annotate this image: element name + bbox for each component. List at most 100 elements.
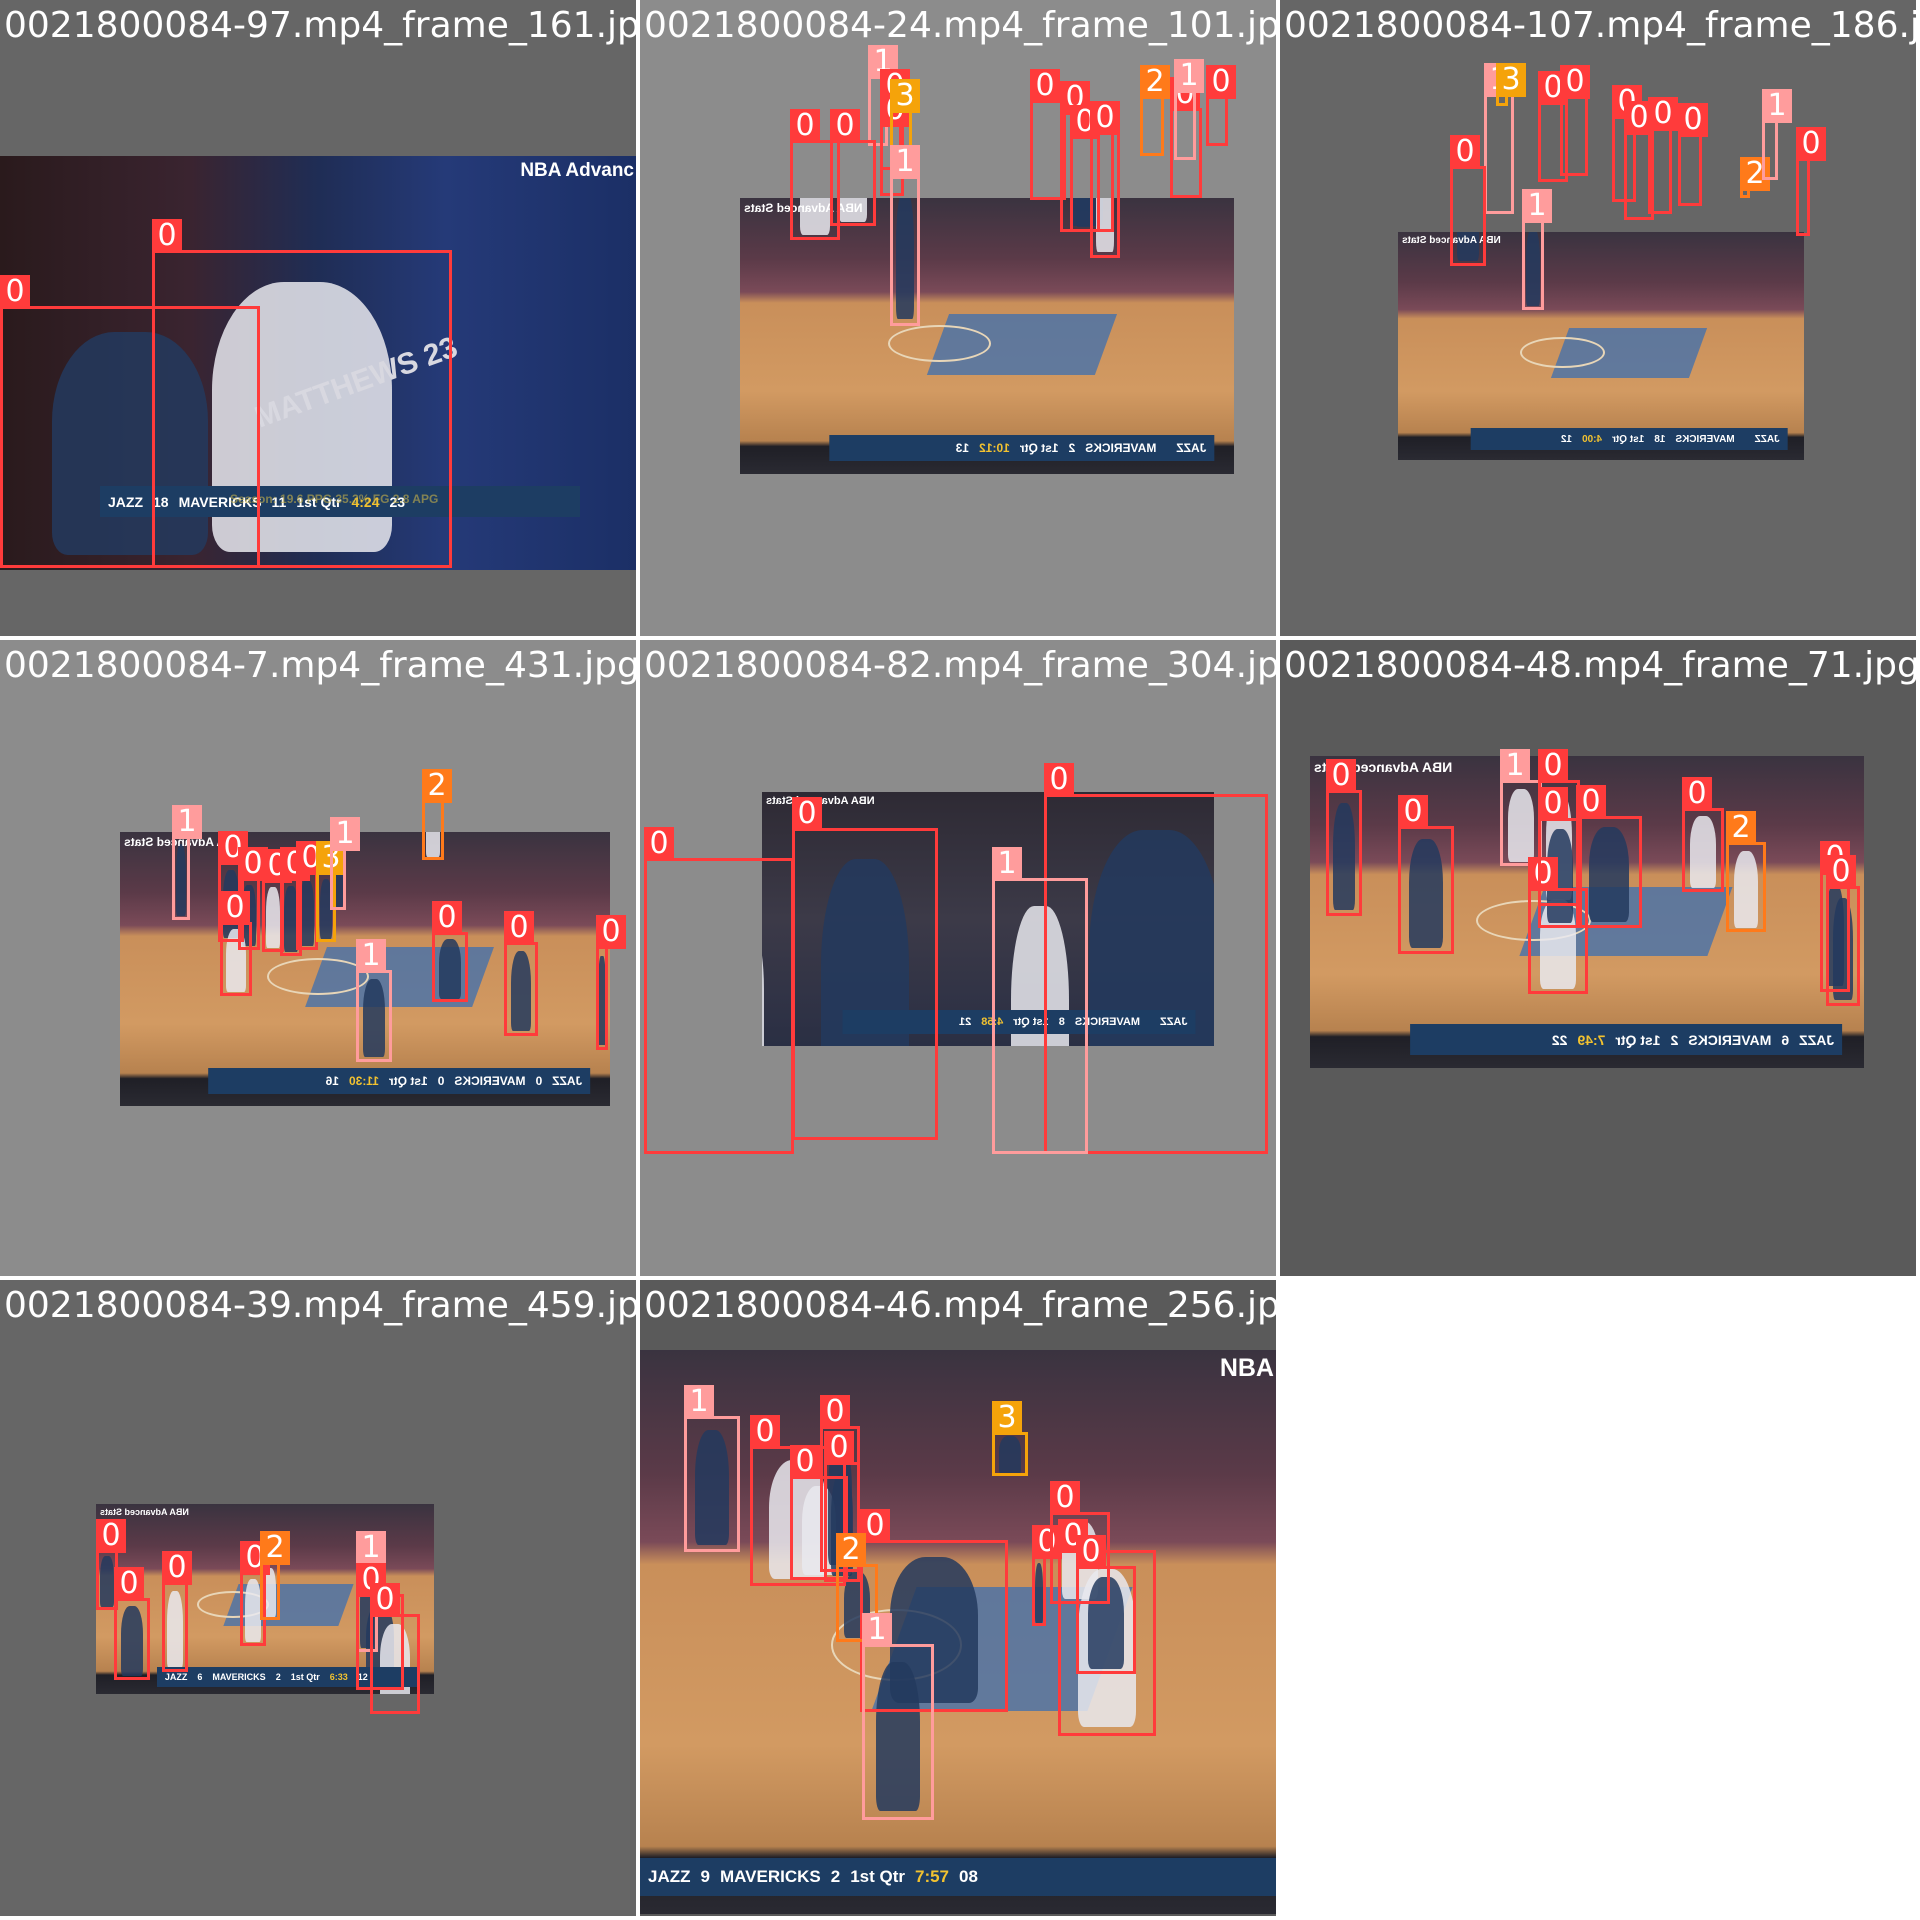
center-circle — [267, 958, 369, 995]
detection-box-class-1: 1 — [330, 848, 346, 910]
shot-clock: 13 — [956, 441, 969, 455]
detection-class-label: 0 — [114, 1567, 144, 1601]
detection-class-label: 0 — [824, 1431, 854, 1465]
detection-box-class-2: 2 — [1140, 96, 1164, 156]
image-filename-title: 0021800084-107.mp4_frame_186.jpg — [1284, 4, 1916, 48]
detection-box-class-2: 2 — [1726, 842, 1766, 932]
detection-class-label: 0 — [432, 901, 462, 935]
team-score-away: 2 — [831, 1867, 840, 1887]
detection-box-class-0: 0 — [1682, 808, 1724, 892]
detection-box-class-1: 1 — [992, 878, 1088, 1154]
center-circle — [888, 325, 991, 362]
detection-box-class-1: 1 — [684, 1416, 740, 1552]
detection-class-label: 2 — [1726, 811, 1756, 845]
detection-box-class-1: 1 — [1174, 90, 1196, 160]
detection-box-class-3: 3 — [1496, 94, 1508, 106]
scoreboard: JAZZ 9 MAVERICKS 2 1st Qtr 7:57 08 — [640, 1858, 1276, 1896]
detection-box-class-1: 1 — [862, 1644, 934, 1820]
team-score-away: 18 — [1654, 434, 1665, 445]
detection-class-label: 0 — [162, 1551, 192, 1585]
detection-class-label: 0 — [1030, 69, 1060, 103]
detection-class-label: 3 — [992, 1401, 1022, 1435]
image-filename-title: 0021800084-82.mp4_frame_304.jpg — [644, 644, 1276, 688]
team-name-away: MAVERICKS — [455, 1074, 526, 1088]
detection-box-class-0: 0 — [1398, 826, 1454, 954]
detection-box-class-0: 0 — [1206, 96, 1228, 146]
detection-class-label: 0 — [370, 1583, 400, 1617]
detection-box-class-1: 1 — [890, 176, 920, 326]
detection-class-label: 0 — [504, 911, 534, 945]
team-name-home: JAZZ — [165, 1672, 188, 1682]
detection-box-class-2: 2 — [1740, 188, 1750, 198]
detection-class-label: 0 — [1682, 777, 1712, 811]
detection-class-label: 1 — [1522, 189, 1552, 223]
shot-clock: 21 — [959, 1016, 971, 1028]
image-filename-title: 0021800084-39.mp4_frame_459.jpg — [4, 1284, 636, 1328]
detection-box-class-0: 0 — [596, 946, 608, 1050]
detection-box-class-0: 0 — [644, 858, 794, 1154]
detection-box-class-2: 2 — [422, 800, 444, 860]
grid-tile: NBA Advanced Stats JAZZ 6 MAVERICKS 2 1st Qtr… — [0, 1280, 636, 1916]
detection-class-label: 1 — [862, 1613, 892, 1647]
detection-class-label: 1 — [356, 939, 386, 973]
image-filename-title: 0021800084-46.mp4_frame_256.jpg — [644, 1284, 1276, 1328]
detection-box-class-2: 2 — [260, 1562, 280, 1620]
team-name-away: MAVERICKS — [1688, 1032, 1771, 1048]
team-name-away: MAVERICKS — [1085, 441, 1156, 455]
detection-box-class-1: 1 — [356, 970, 392, 1062]
game-clock: 7:57 — [915, 1867, 949, 1887]
shot-clock: 16 — [326, 1074, 339, 1088]
detection-class-label: 0 — [830, 109, 860, 143]
scoreboard: JAZZ MAVERICKS 18 1st Qtr 4:00 12 — [1471, 428, 1788, 450]
detection-box-class-0: 0 — [830, 140, 876, 226]
detection-box-class-0: 0 — [792, 828, 938, 1140]
quarter-label: 1st Qtr — [1615, 1032, 1660, 1048]
detection-class-label: 2 — [1140, 65, 1170, 99]
shot-clock: 22 — [1552, 1032, 1568, 1048]
detection-class-label: 0 — [820, 1395, 850, 1429]
detection-class-label: 0 — [792, 797, 822, 831]
detection-class-label: 1 — [684, 1385, 714, 1419]
detection-box-class-0: 0 — [220, 922, 252, 996]
team-name-away: MAVERICKS — [1675, 434, 1734, 445]
shot-clock: 12 — [1561, 434, 1572, 445]
game-clock: 7:49 — [1577, 1032, 1605, 1048]
team-name-home: JAZZ — [1799, 1032, 1834, 1048]
detection-class-label: 0 — [1398, 795, 1428, 829]
detection-class-label: 1 — [1174, 59, 1204, 93]
team-score-away: 0 — [438, 1074, 445, 1088]
detection-class-label: 0 — [0, 275, 30, 309]
detection-box-class-0: 0 — [1076, 1566, 1136, 1674]
detection-class-label: 0 — [596, 915, 626, 949]
scoreboard: JAZZ MAVERICKS 2 1st Qtr 10:12 13 — [829, 435, 1214, 461]
detection-box-class-0: 0 — [1648, 128, 1672, 214]
detection-box-class-1: 1 — [1500, 780, 1542, 866]
detection-class-label: 0 — [790, 1445, 820, 1479]
detection-box-class-0: 0 — [162, 1582, 188, 1672]
detection-box-class-0: 0 — [1326, 790, 1362, 916]
scoreboard: JAZZ 0 MAVERICKS 0 1st Qtr 11:30 16 — [208, 1068, 590, 1094]
team-score-away: 2 — [1670, 1032, 1678, 1048]
detection-box-class-0: 0 — [296, 872, 318, 950]
detection-class-label: 0 — [1826, 855, 1856, 889]
team-score-away: 2 — [276, 1672, 281, 1682]
detection-class-label: 0 — [1044, 763, 1074, 797]
detection-class-label: 2 — [836, 1533, 866, 1567]
detection-class-label: 1 — [330, 817, 360, 851]
team-score-home: 6 — [197, 1672, 202, 1682]
team-name-away: MAVERICKS — [720, 1867, 821, 1887]
grid-tile: NBA Advanced Stats JAZZ MAVERICKS 2 1st Qtr 1… — [640, 0, 1276, 636]
game-clock: 10:12 — [979, 441, 1010, 455]
detection-class-label: 0 — [1560, 65, 1590, 99]
center-circle — [1520, 337, 1605, 368]
detection-box-class-1: 1 — [172, 836, 190, 920]
detection-class-label: 0 — [790, 109, 820, 143]
quarter-label: 1st Qtr — [389, 1074, 428, 1088]
shot-clock: 08 — [959, 1867, 978, 1887]
game-clock: 6:33 — [330, 1672, 348, 1682]
image-filename-title: 0021800084-24.mp4_frame_101.jpg — [644, 4, 1276, 48]
quarter-label: 1st Qtr — [1020, 441, 1059, 455]
image-filename-title: 0021800084-97.mp4_frame_161.jpg — [4, 4, 636, 48]
detection-box-class-0: 0 — [114, 1598, 150, 1680]
detection-box-class-0: 0 — [1032, 1556, 1046, 1626]
